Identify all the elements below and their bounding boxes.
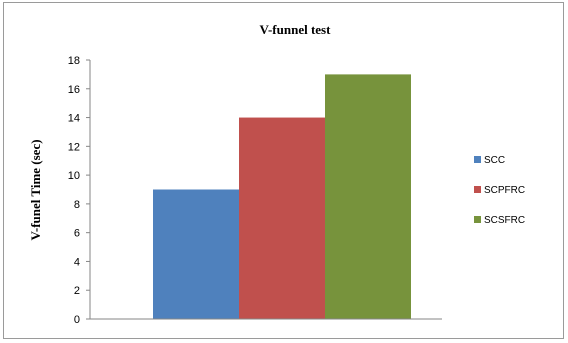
y-tick-label: 2 (74, 285, 80, 297)
y-tick-label: 6 (74, 228, 80, 240)
y-tick-label: 18 (68, 55, 80, 67)
legend: SCC SCPFRC SCSFRC (474, 155, 525, 226)
legend-label-scpfrc: SCPFRC (484, 185, 525, 196)
bar-chart: V-funnel test V-funel Time (sec) 0 2 4 6 8 10… (28, 22, 525, 326)
bar-scc (153, 189, 239, 319)
bar-scsfrc (325, 74, 411, 319)
y-tick-label: 12 (68, 141, 80, 153)
y-tick-label: 16 (68, 84, 80, 96)
legend-label-scc: SCC (484, 155, 505, 166)
bars-group (153, 74, 411, 319)
legend-swatch-scpfrc (474, 186, 481, 193)
legend-label-scsfrc: SCSFRC (484, 215, 525, 226)
bar-scpfrc (239, 117, 325, 319)
legend-swatch-scsfrc (474, 216, 481, 223)
chart-frame: V-funnel test V-funel Time (sec) 0 2 4 6 8 10… (3, 2, 564, 339)
y-tick-label: 14 (68, 113, 80, 125)
y-axis-ticks: 0 2 4 6 8 10 12 14 16 18 (68, 55, 90, 326)
y-tick-label: 8 (74, 199, 80, 211)
y-tick-label: 4 (74, 256, 80, 268)
axes (89, 60, 442, 320)
y-tick-label: 10 (68, 170, 80, 182)
y-axis-label: V-funel Time (sec) (28, 139, 43, 240)
y-tick-label: 0 (74, 314, 80, 326)
chart-title: V-funnel test (260, 22, 332, 37)
legend-swatch-scc (474, 156, 481, 163)
